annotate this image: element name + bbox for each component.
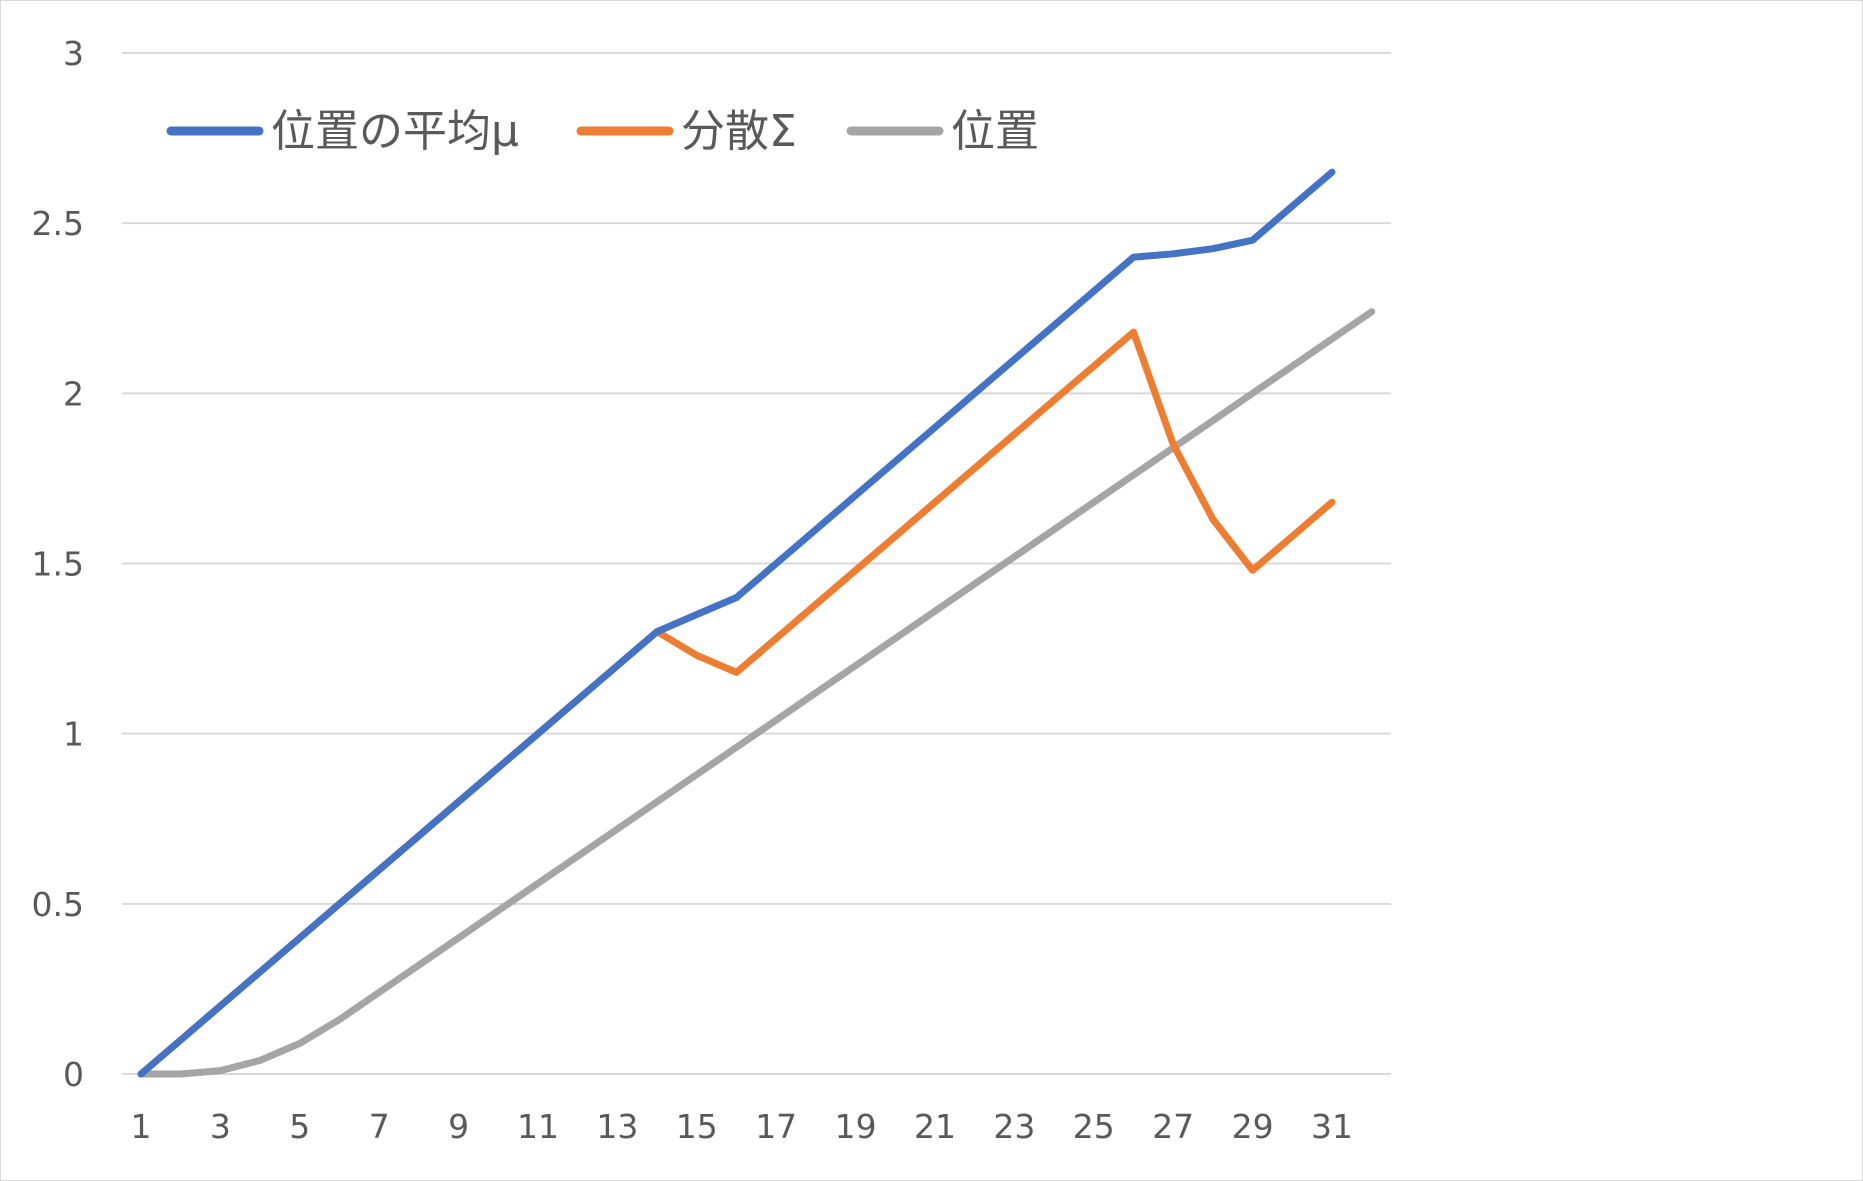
x-tick-label: 25 <box>1073 1107 1115 1146</box>
series-line-0 <box>137 168 1336 1078</box>
x-tick-label: 27 <box>1152 1107 1194 1146</box>
x-tick-label: 15 <box>676 1107 718 1146</box>
legend-label-1: 分散Σ <box>681 106 797 157</box>
y-tick-label: 1.5 <box>32 545 84 584</box>
x-tick-label: 23 <box>993 1107 1035 1146</box>
y-tick-label: 1 <box>63 715 84 754</box>
x-tick-label: 1 <box>131 1107 152 1146</box>
x-tick-label: 9 <box>448 1107 469 1146</box>
legend-label-0: 位置の平均μ <box>271 106 519 157</box>
x-tick-label: 11 <box>517 1107 559 1146</box>
legend: 位置の平均μ 分散Σ 位置 <box>166 106 1039 157</box>
y-tick-label: 0 <box>63 1055 84 1094</box>
y-tick-label: 3 <box>63 34 84 73</box>
x-axis-tick-labels: 1 3 5 7 9 11 13 15 17 19 21 23 25 27 29 31 <box>131 1107 1354 1146</box>
series-line-1 <box>137 328 1336 1078</box>
x-tick-label: 5 <box>289 1107 310 1146</box>
x-tick-label: 31 <box>1311 1107 1353 1146</box>
x-tick-label: 21 <box>914 1107 956 1146</box>
y-axis-tick-labels: 0 0.5 1 1.5 2 2.5 3 <box>32 34 84 1094</box>
y-tick-label: 0.5 <box>32 885 84 924</box>
x-tick-label: 3 <box>210 1107 231 1146</box>
legend-label-2: 位置 <box>951 106 1039 157</box>
x-tick-label: 19 <box>835 1107 877 1146</box>
x-tick-label: 29 <box>1232 1107 1274 1146</box>
series-lines <box>137 168 1376 1078</box>
series-line-2 <box>137 308 1376 1078</box>
x-tick-label: 7 <box>369 1107 390 1146</box>
y-tick-label: 2 <box>63 374 84 413</box>
gridlines <box>122 52 1391 1075</box>
x-tick-label: 17 <box>755 1107 797 1146</box>
x-tick-label: 13 <box>596 1107 638 1146</box>
y-tick-label: 2.5 <box>32 204 84 243</box>
